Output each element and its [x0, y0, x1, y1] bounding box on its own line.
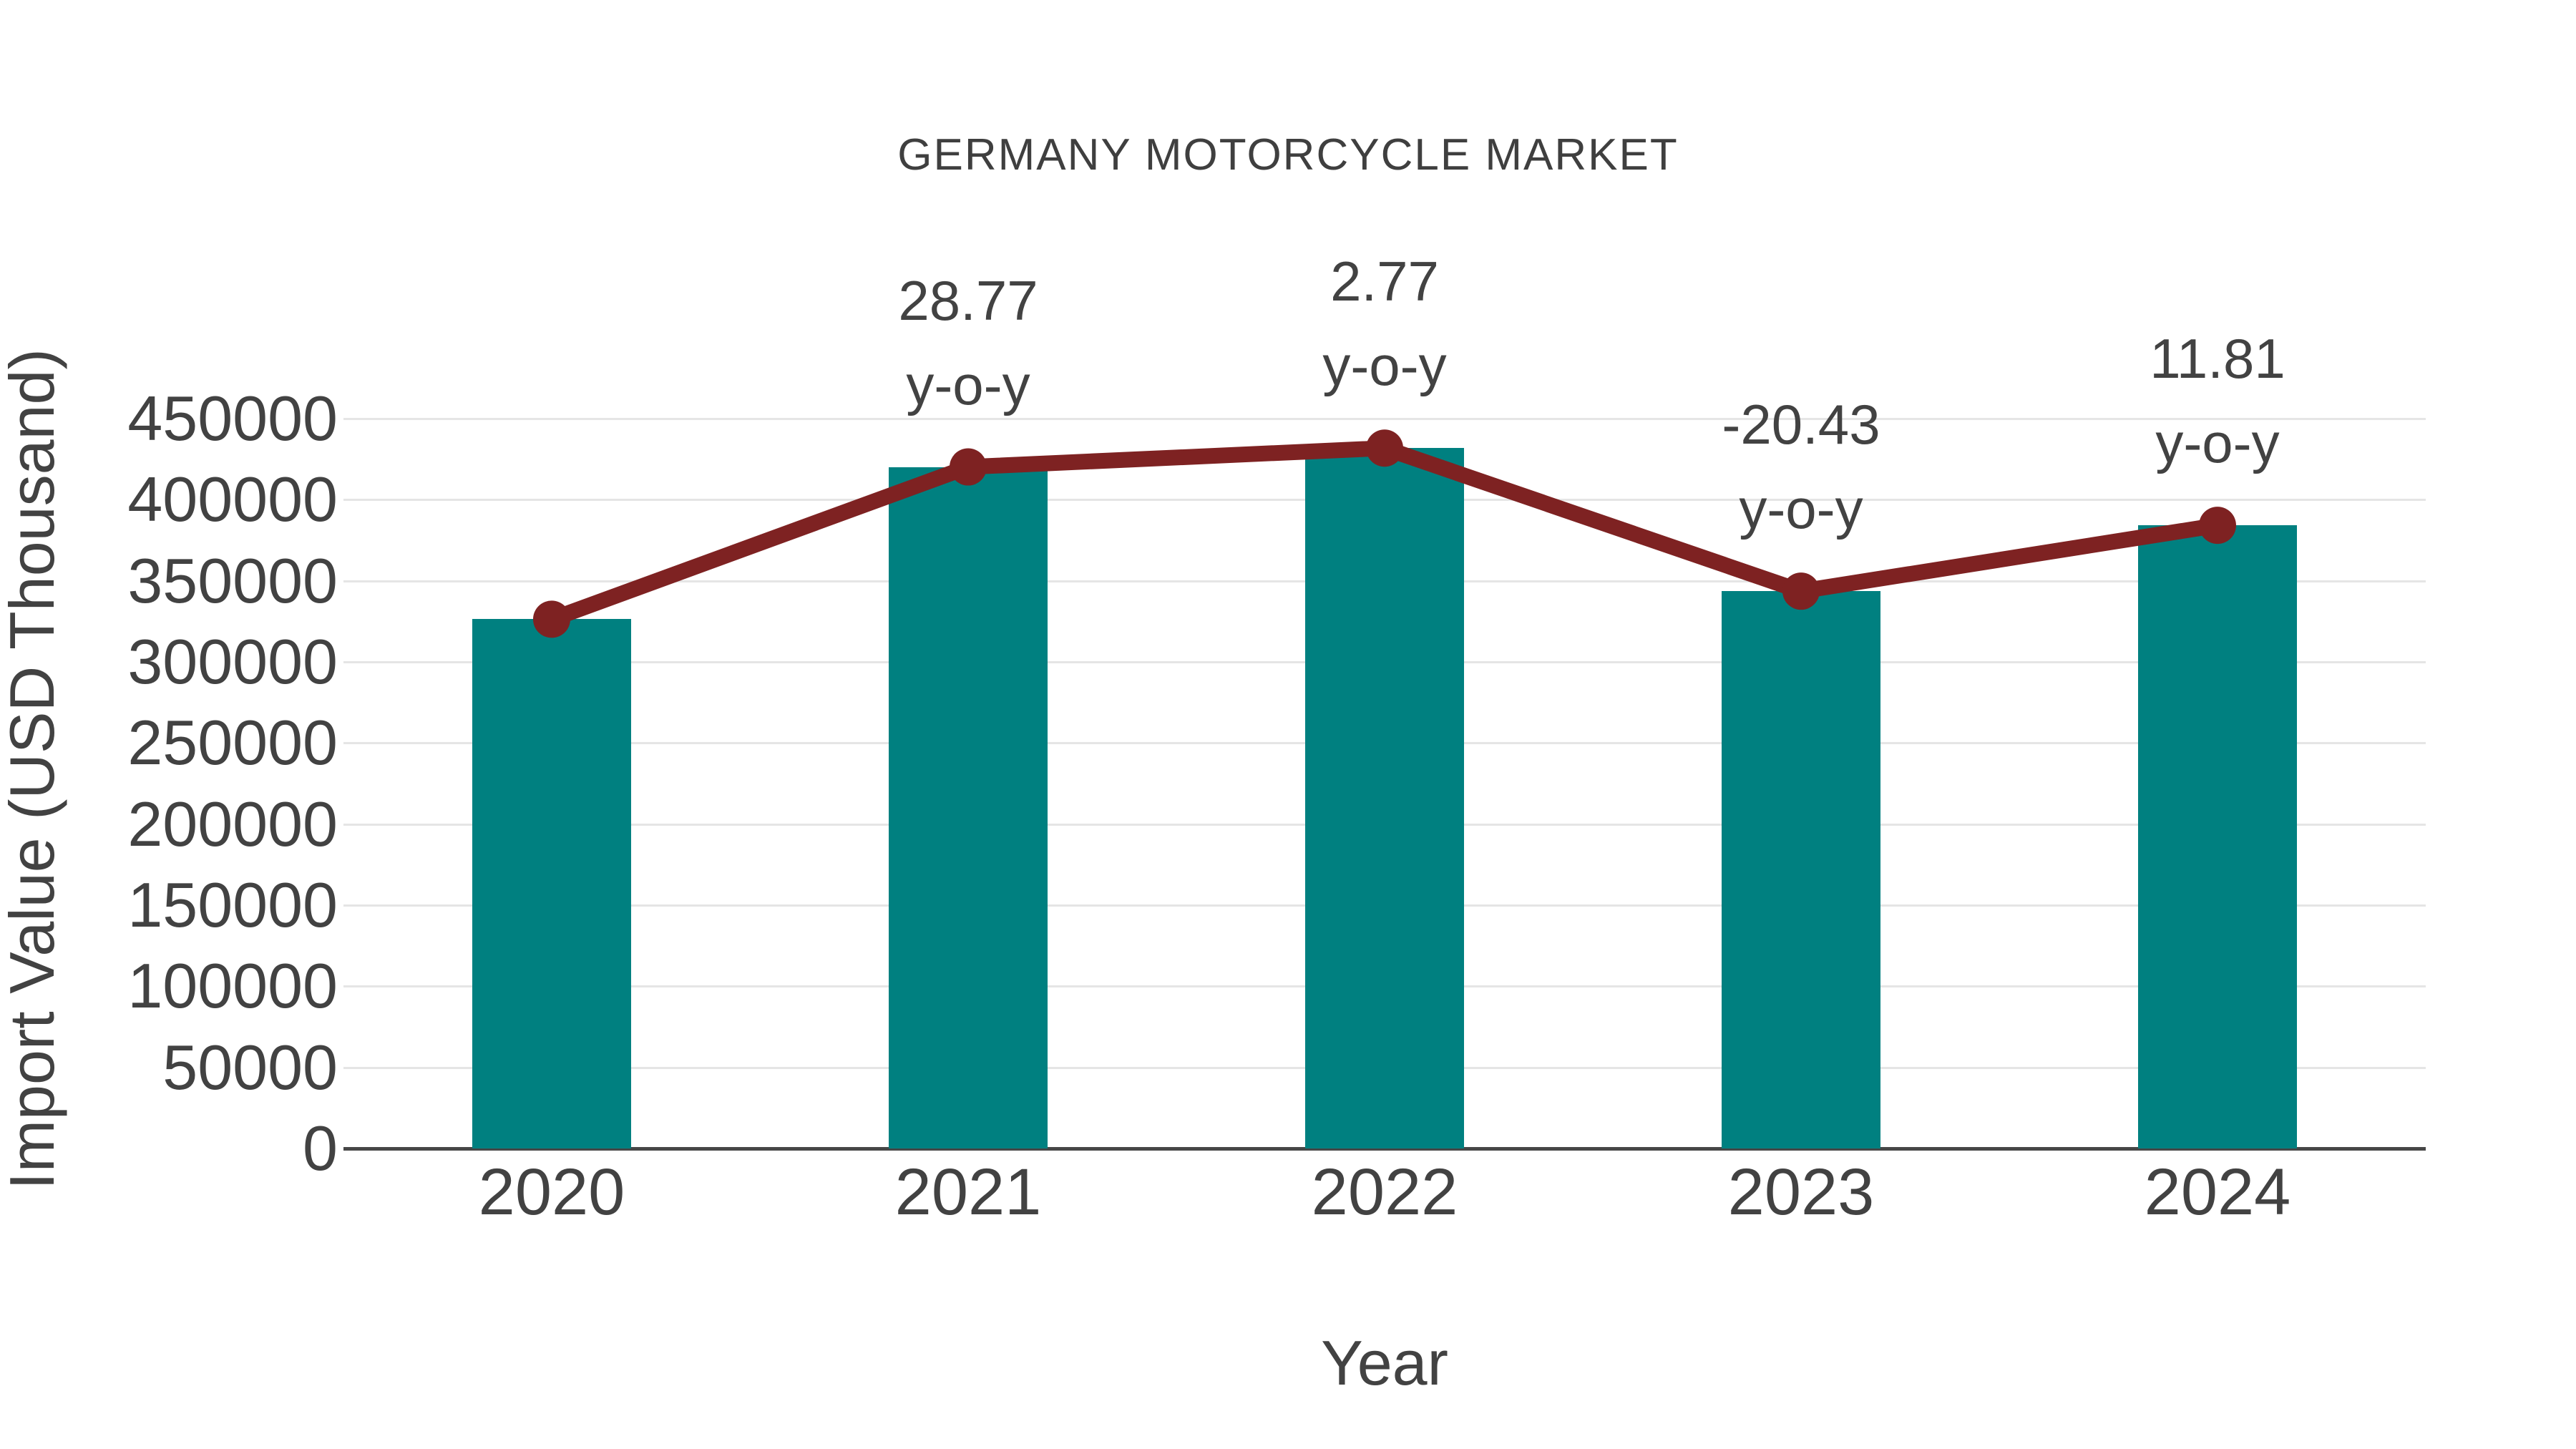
- line-marker-2021: [950, 448, 987, 486]
- bar-2024: [2138, 525, 2297, 1148]
- bar-2023: [1722, 591, 1880, 1148]
- yoy-annotation-2023: -20.43 y-o-y: [1722, 393, 1880, 541]
- y-tick-label: 50000: [162, 1031, 338, 1103]
- x-tick-label-2023: 2023: [1727, 1156, 1875, 1229]
- x-tick-label-2020: 2020: [478, 1156, 625, 1229]
- y-tick-label: 100000: [127, 950, 338, 1022]
- chart-title: GERMANY MOTORCYCLE MARKET: [897, 130, 1679, 180]
- line-marker-2022: [1366, 429, 1403, 467]
- y-tick-label: 0: [303, 1113, 338, 1184]
- bar-2020: [472, 619, 631, 1148]
- yoy-annotation-2022: 2.77 y-o-y: [1322, 250, 1447, 398]
- x-axis-line: [343, 1147, 2426, 1151]
- bar-2022: [1305, 448, 1464, 1148]
- x-tick-label-2024: 2024: [2144, 1156, 2291, 1229]
- line-marker-2023: [1782, 572, 1820, 610]
- x-axis-title: Year: [1321, 1327, 1448, 1398]
- x-tick-label-2022: 2022: [1311, 1156, 1458, 1229]
- y-tick-label: 300000: [127, 626, 338, 697]
- line-marker-2024: [2199, 507, 2236, 545]
- y-tick-label: 250000: [127, 707, 338, 779]
- y-tick-label: 200000: [127, 788, 338, 859]
- y-tick-label: 450000: [127, 383, 338, 454]
- yoy-annotation-2024: 11.81 y-o-y: [2150, 327, 2285, 475]
- y-tick-label: 150000: [127, 869, 338, 940]
- yoy-annotation-2021: 28.77 y-o-y: [898, 268, 1038, 416]
- gridline: [343, 418, 2426, 420]
- y-tick-label: 400000: [127, 464, 338, 535]
- x-tick-label-2021: 2021: [894, 1156, 1042, 1229]
- line-marker-2020: [533, 600, 570, 638]
- y-tick-label: 350000: [127, 545, 338, 616]
- bar-2021: [889, 467, 1048, 1148]
